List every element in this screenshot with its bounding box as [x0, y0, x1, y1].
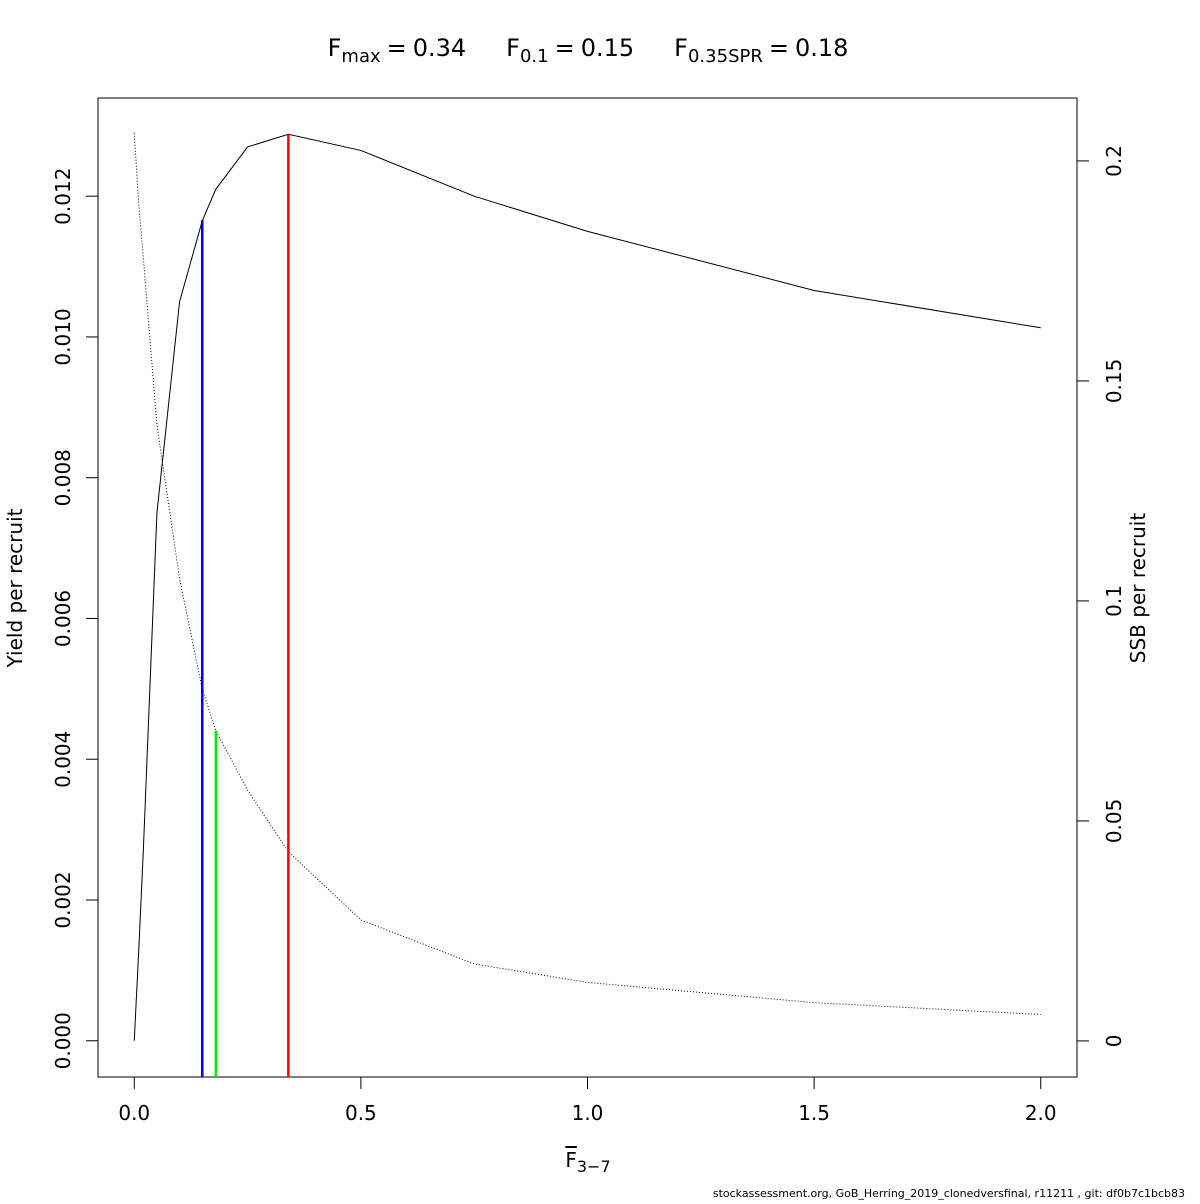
title-sign: = — [769, 34, 789, 62]
y2-axis-title: SSB per recruit — [1126, 513, 1150, 664]
plot-frame — [97, 97, 1078, 1078]
x-tick-label: 0.5 — [345, 1101, 377, 1125]
y-tick-label: 0.010 — [51, 308, 75, 365]
y2-tick-label: 0.1 — [1102, 585, 1126, 617]
title-symbol: F — [506, 34, 520, 62]
title-value: 0.15 — [581, 34, 634, 62]
title-sign: = — [387, 34, 407, 62]
x-axis-symbol: F — [565, 1148, 577, 1172]
series-line — [133, 133, 1041, 1041]
y-tick-label: 0.004 — [51, 731, 75, 788]
title-value: 0.18 — [795, 34, 848, 62]
x-tick-label: 0.0 — [118, 1101, 150, 1125]
title-symbol: F — [674, 34, 688, 62]
x-tick-label: 1.0 — [572, 1101, 604, 1125]
title-subscript: 0.35SPR — [688, 46, 763, 67]
x-axis-subscript: 3−7 — [577, 1157, 611, 1176]
y2-tick-label: 0.05 — [1102, 799, 1126, 844]
footer: stockassessment.org, GoB_Herring_2019_cl… — [713, 1187, 1185, 1200]
x-tick-label: 1.5 — [798, 1101, 830, 1125]
title-subscript: 0.1 — [520, 46, 549, 67]
title-value: 0.34 — [413, 34, 466, 62]
title-sign: = — [555, 34, 575, 62]
y-tick-label: 0.002 — [51, 871, 75, 928]
title-symbol: F — [328, 34, 342, 62]
chart-title: Fmax = 0.34 F0.1 = 0.15 F0.35SPR = 0.18 — [328, 34, 849, 67]
y2-tick-label: 0 — [1102, 1035, 1126, 1048]
y2-tick-label: 0.2 — [1102, 145, 1126, 177]
y-tick-label: 0.008 — [51, 449, 75, 506]
y-tick-label: 0.012 — [51, 168, 75, 225]
series-line — [133, 132, 1041, 1016]
y2-tick-label: 0.15 — [1102, 359, 1126, 404]
y-axis-title: Yield per recruit — [3, 508, 27, 668]
y-tick-label: 0.006 — [51, 590, 75, 647]
y-tick-label: 0.000 — [51, 1012, 75, 1069]
title-subscript: max — [341, 46, 381, 67]
x-tick-label: 2.0 — [1025, 1101, 1057, 1125]
x-axis-title: F3−7 — [565, 1148, 610, 1176]
